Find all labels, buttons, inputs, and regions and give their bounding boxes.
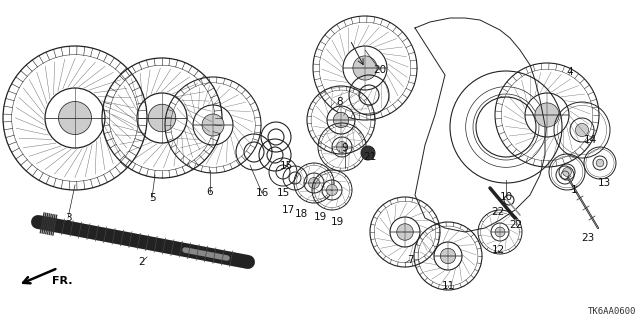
Text: FR.: FR.: [52, 276, 72, 286]
Text: 15: 15: [276, 188, 290, 198]
Text: 11: 11: [442, 281, 454, 291]
Text: 18: 18: [294, 209, 308, 219]
Circle shape: [148, 104, 176, 132]
Circle shape: [308, 178, 319, 188]
Circle shape: [495, 227, 505, 237]
Text: 14: 14: [584, 135, 596, 145]
Circle shape: [333, 112, 349, 128]
Text: 12: 12: [492, 245, 504, 255]
Text: 19: 19: [330, 217, 344, 227]
Text: 17: 17: [282, 205, 294, 215]
Circle shape: [440, 248, 456, 264]
Circle shape: [353, 56, 377, 80]
Text: 13: 13: [597, 178, 611, 188]
Text: 7: 7: [406, 255, 413, 265]
Circle shape: [361, 146, 375, 160]
Text: 5: 5: [148, 193, 156, 203]
Circle shape: [202, 114, 224, 136]
Text: 3: 3: [65, 213, 71, 223]
Circle shape: [575, 124, 589, 137]
Text: 22: 22: [509, 220, 523, 230]
Circle shape: [596, 159, 604, 167]
Text: 19: 19: [314, 212, 326, 222]
Text: 4: 4: [566, 67, 573, 77]
Text: 23: 23: [581, 233, 595, 243]
Text: 15: 15: [280, 161, 292, 171]
Text: 2: 2: [139, 257, 145, 267]
Circle shape: [326, 185, 337, 196]
Circle shape: [337, 141, 348, 153]
Text: 16: 16: [255, 188, 269, 198]
Text: 9: 9: [342, 143, 348, 153]
Text: 8: 8: [337, 97, 343, 107]
Text: 1: 1: [571, 185, 577, 195]
Text: TK6AA0600: TK6AA0600: [588, 307, 636, 316]
Circle shape: [563, 168, 572, 176]
Circle shape: [535, 103, 559, 127]
Text: 22: 22: [492, 207, 504, 217]
Circle shape: [397, 224, 413, 240]
Circle shape: [58, 101, 92, 134]
Text: 6: 6: [207, 187, 213, 197]
Text: 10: 10: [499, 192, 513, 202]
Text: 21: 21: [364, 152, 376, 162]
Text: 20: 20: [373, 65, 387, 75]
